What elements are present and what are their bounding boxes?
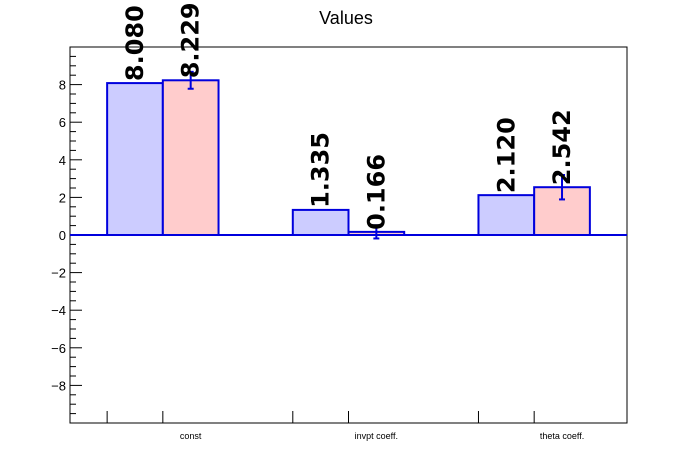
data-label: 2.120 <box>492 117 520 193</box>
data-label: 8.229 <box>177 2 205 78</box>
data-label: 2.542 <box>548 109 576 185</box>
data-label: 1.335 <box>307 132 335 208</box>
x-axis: const invpt coeff. theta coeff. <box>106 411 584 441</box>
error-bars <box>187 70 566 240</box>
y-tick-label: −8 <box>51 378 66 393</box>
data-label: 0.166 <box>362 154 390 230</box>
y-axis: −8 −6 −4 −2 0 2 4 6 8 <box>51 46 82 424</box>
bar <box>477 194 536 236</box>
y-tick-label: 4 <box>59 153 66 168</box>
x-category-label: theta coeff. <box>540 431 584 441</box>
bar <box>161 79 220 236</box>
y-tick-label: −6 <box>51 341 66 356</box>
value-labels: 8.080 1.335 2.120 8.229 0.166 2.542 <box>121 2 576 230</box>
y-tick-label: −4 <box>51 303 66 318</box>
y-tick-label: 6 <box>59 115 66 130</box>
bar <box>291 208 350 236</box>
y-tick-label: −2 <box>51 266 66 281</box>
bar <box>106 82 164 237</box>
y-tick-label: 8 <box>59 78 66 93</box>
chart-title: Values <box>319 8 373 28</box>
y-tick-label: 0 <box>59 228 66 243</box>
data-label: 8.080 <box>121 5 149 81</box>
x-category-label: const <box>180 431 202 441</box>
x-category-label: invpt coeff. <box>355 431 398 441</box>
y-tick-label: 2 <box>59 190 66 205</box>
